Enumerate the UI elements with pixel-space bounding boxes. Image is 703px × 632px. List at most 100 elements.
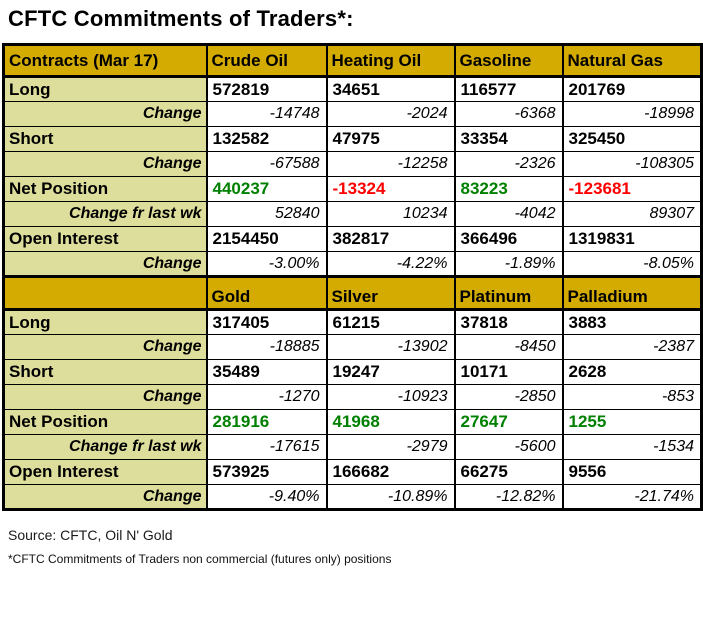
- section-1-header-row: Contracts (Mar 17) Crude Oil Heating Oil Ga…: [2, 44, 703, 78]
- cell-value: -18998: [561, 101, 703, 127]
- cell-value: 61215: [325, 309, 456, 335]
- cell-value: 317405: [205, 309, 328, 335]
- row-label: Change: [2, 334, 208, 360]
- table-row: Change -9.40% -10.89% -12.82% -21.74%: [2, 484, 703, 510]
- cell-value: 572819: [205, 76, 328, 102]
- column-header: Platinum: [453, 275, 564, 311]
- cell-value: 2154450: [205, 226, 328, 252]
- row-label: Change: [2, 101, 208, 127]
- row-label: Net Position: [2, 409, 208, 435]
- table-row: Net Position 281916 41968 27647 1255: [2, 409, 703, 435]
- cot-table-body: Contracts (Mar 17) Crude Oil Heating Oil Ga…: [2, 44, 703, 510]
- cell-value: 34651: [325, 76, 456, 102]
- page-title: CFTC Commitments of Traders*:: [8, 6, 354, 31]
- row-label: Change: [2, 251, 208, 277]
- section-2-header-row: Gold Silver Platinum Palladium: [2, 275, 703, 311]
- table-row: Open Interest 573925 166682 66275 9556: [2, 459, 703, 485]
- cell-value: -3.00%: [205, 251, 328, 277]
- row-label: Long: [2, 76, 208, 102]
- cell-value: 201769: [561, 76, 703, 102]
- cell-value: -5600: [453, 434, 564, 460]
- table-row: Change -67588 -12258 -2326 -108305: [2, 151, 703, 177]
- footnote-text: *CFTC Commitments of Traders non commerc…: [8, 552, 392, 566]
- row-label: Short: [2, 126, 208, 152]
- row-label-header: [2, 275, 208, 311]
- cell-value: 89307: [561, 201, 703, 227]
- cell-value: 41968: [325, 409, 456, 435]
- column-header: Crude Oil: [205, 44, 328, 78]
- cell-value: -17615: [205, 434, 328, 460]
- row-label: Short: [2, 359, 208, 385]
- cell-value: -12258: [325, 151, 456, 177]
- cell-value: 132582: [205, 126, 328, 152]
- row-label-header: Contracts (Mar 17): [2, 44, 208, 78]
- cell-value: -8.05%: [561, 251, 703, 277]
- cell-value: 281916: [205, 409, 328, 435]
- table-row: Net Position 440237 -13324 83223 -123681: [2, 176, 703, 202]
- table-row: Change -3.00% -4.22% -1.89% -8.05%: [2, 251, 703, 277]
- cell-value: -1.89%: [453, 251, 564, 277]
- cell-value: 440237: [205, 176, 328, 202]
- cell-value: -2850: [453, 384, 564, 410]
- cell-value: 66275: [453, 459, 564, 485]
- cell-value: 10171: [453, 359, 564, 385]
- column-header: Gasoline: [453, 44, 564, 78]
- source-text: Source: CFTC, Oil N' Gold: [8, 527, 173, 543]
- row-label: Change: [2, 484, 208, 510]
- row-label: Open Interest: [2, 226, 208, 252]
- cell-value: 2628: [561, 359, 703, 385]
- table-row: Change -14748 -2024 -6368 -18998: [2, 101, 703, 127]
- cell-value: 27647: [453, 409, 564, 435]
- cell-value: 19247: [325, 359, 456, 385]
- table-row: Long 572819 34651 116577 201769: [2, 76, 703, 102]
- row-label: Change fr last wk: [2, 434, 208, 460]
- cell-value: -6368: [453, 101, 564, 127]
- cell-value: 52840: [205, 201, 328, 227]
- cell-value: -10923: [325, 384, 456, 410]
- table-row: Long 317405 61215 37818 3883: [2, 309, 703, 335]
- row-label: Open Interest: [2, 459, 208, 485]
- column-header: Natural Gas: [561, 44, 703, 78]
- cell-value: -1534: [561, 434, 703, 460]
- cell-value: 83223: [453, 176, 564, 202]
- row-label: Change fr last wk: [2, 201, 208, 227]
- table-row: Change fr last wk 52840 10234 -4042 89307: [2, 201, 703, 227]
- table-row: Open Interest 2154450 382817 366496 1319831: [2, 226, 703, 252]
- cell-value: 166682: [325, 459, 456, 485]
- row-label: Long: [2, 309, 208, 335]
- cell-value: 35489: [205, 359, 328, 385]
- table-row: Change -18885 -13902 -8450 -2387: [2, 334, 703, 360]
- row-label: Net Position: [2, 176, 208, 202]
- cell-value: -13902: [325, 334, 456, 360]
- column-header: Heating Oil: [325, 44, 456, 78]
- cell-value: -67588: [205, 151, 328, 177]
- cell-value: 573925: [205, 459, 328, 485]
- cell-value: 47975: [325, 126, 456, 152]
- cell-value: 10234: [325, 201, 456, 227]
- cell-value: -10.89%: [325, 484, 456, 510]
- cot-table: Contracts (Mar 17) Crude Oil Heating Oil Ga…: [2, 43, 703, 511]
- cell-value: 382817: [325, 226, 456, 252]
- cell-value: -123681: [561, 176, 703, 202]
- cell-value: 37818: [453, 309, 564, 335]
- table-row: Short 35489 19247 10171 2628: [2, 359, 703, 385]
- cell-value: -18885: [205, 334, 328, 360]
- cell-value: -14748: [205, 101, 328, 127]
- row-label: Change: [2, 384, 208, 410]
- cell-value: 9556: [561, 459, 703, 485]
- cell-value: -21.74%: [561, 484, 703, 510]
- cell-value: 366496: [453, 226, 564, 252]
- cell-value: -13324: [325, 176, 456, 202]
- cell-value: -108305: [561, 151, 703, 177]
- cell-value: 33354: [453, 126, 564, 152]
- cell-value: -4042: [453, 201, 564, 227]
- cell-value: 116577: [453, 76, 564, 102]
- cell-value: -853: [561, 384, 703, 410]
- table-row: Change fr last wk -17615 -2979 -5600 -1534: [2, 434, 703, 460]
- column-header: Silver: [325, 275, 456, 311]
- cell-value: -2326: [453, 151, 564, 177]
- table-row: Change -1270 -10923 -2850 -853: [2, 384, 703, 410]
- table-row: Short 132582 47975 33354 325450: [2, 126, 703, 152]
- cell-value: -2024: [325, 101, 456, 127]
